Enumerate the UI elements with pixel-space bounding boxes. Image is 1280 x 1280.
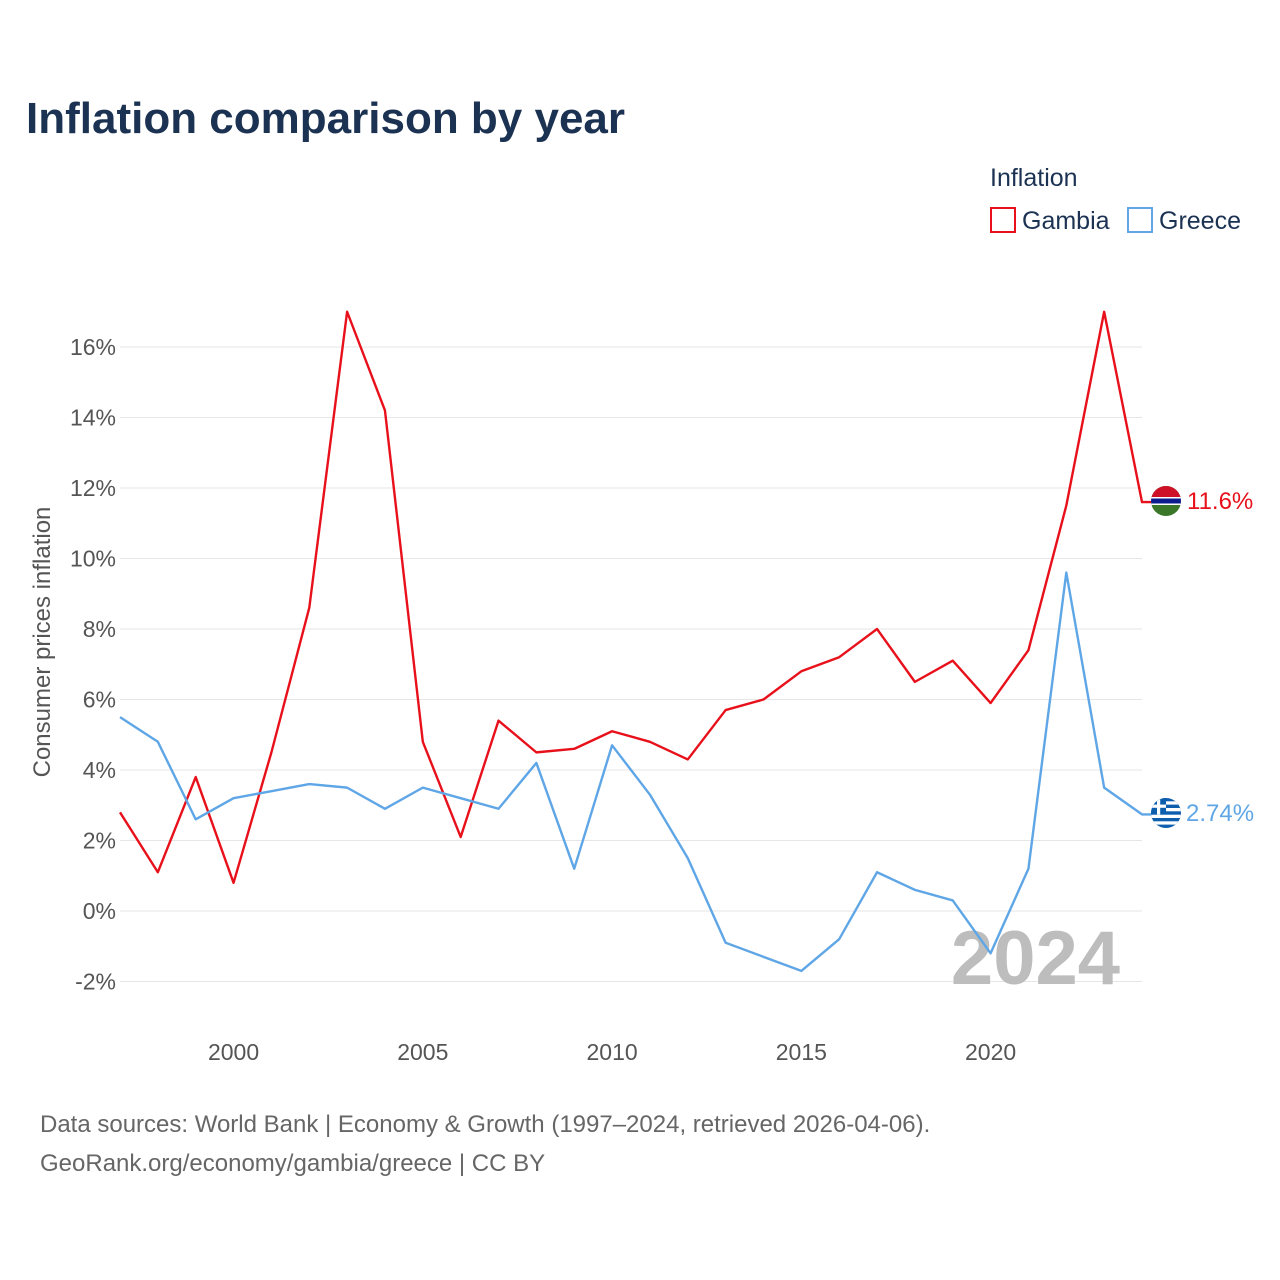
x-tick-label: 2005	[397, 1039, 448, 1065]
year-watermark: 2024	[951, 916, 1120, 1001]
y-axis-ticks: -2% 0% 2% 4% 6% 8% 10% 12% 14% 16%	[70, 334, 116, 995]
y-axis-title: Consumer prices inflation	[29, 507, 56, 778]
x-tick-label: 2000	[208, 1039, 259, 1065]
legend-title: Inflation	[990, 164, 1078, 192]
y-tick-label: 14%	[70, 405, 116, 431]
legend: Inflation Gambia Greece	[990, 164, 1241, 235]
y-tick-label: -2%	[75, 969, 116, 995]
grid-lines	[120, 346, 1142, 982]
source-line-2: GeoRank.org/economy/gambia/greece | CC B…	[40, 1150, 545, 1177]
y-tick-label: 4%	[83, 757, 116, 783]
series-line-gambia	[118, 310, 1152, 884]
legend-item-greece[interactable]: Greece	[1127, 207, 1241, 235]
end-value-gambia: 11.6%	[1187, 488, 1253, 515]
series-lines	[118, 310, 1152, 973]
legend-item-gambia[interactable]: Gambia	[990, 207, 1110, 235]
y-tick-label: 12%	[70, 475, 116, 501]
y-tick-label: 16%	[70, 334, 116, 360]
source-line-1: Data sources: World Bank | Economy & Gro…	[40, 1111, 930, 1138]
x-tick-label: 2015	[776, 1039, 827, 1065]
y-tick-label: 2%	[83, 828, 116, 854]
legend-label-greece: Greece	[1159, 207, 1241, 235]
legend-swatch-greece	[1127, 207, 1153, 233]
y-tick-label: 0%	[83, 898, 116, 924]
x-axis-ticks: 2000 2005 2010 2015 2020	[208, 1039, 1016, 1065]
y-tick-label: 6%	[83, 687, 116, 713]
greece-flag-icon	[1151, 798, 1181, 828]
legend-swatch-gambia	[990, 207, 1016, 233]
y-tick-label: 8%	[83, 616, 116, 642]
end-value-greece: 2.74%	[1186, 800, 1254, 827]
series-line-greece	[119, 571, 1152, 973]
y-tick-label: 10%	[70, 546, 116, 572]
x-tick-label: 2010	[586, 1039, 637, 1065]
gambia-flag-icon	[1151, 486, 1181, 516]
x-tick-label: 2020	[965, 1039, 1016, 1065]
chart-title: Inflation comparison by year	[26, 94, 625, 143]
legend-label-gambia: Gambia	[1022, 207, 1110, 235]
